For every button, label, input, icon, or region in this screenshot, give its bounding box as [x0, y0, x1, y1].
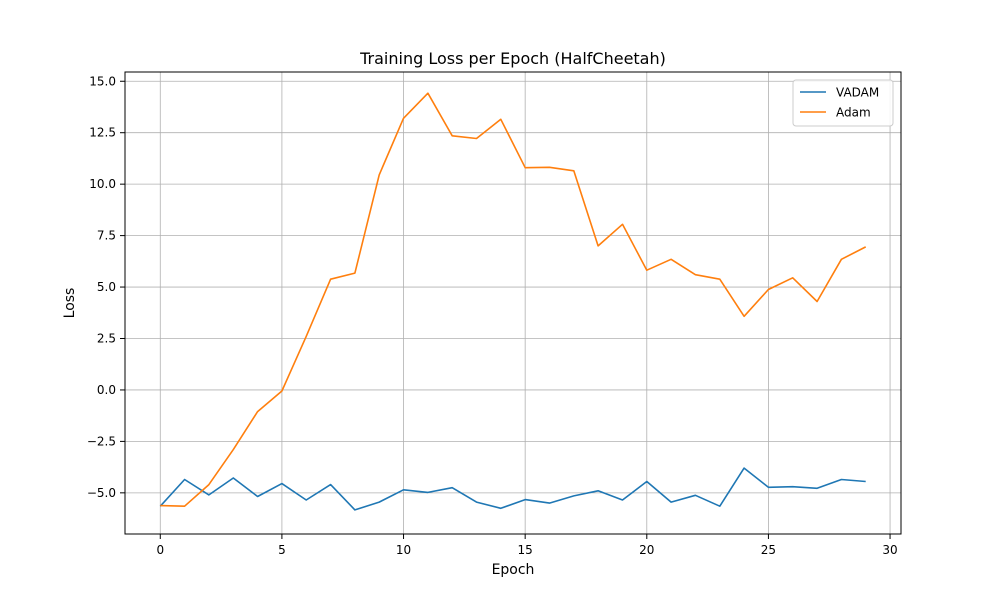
- y-tick-label: 12.5: [89, 126, 116, 140]
- axis-ticks: 0 5 10 15 20 25 30 −5.0 −2.5 0.0 2.5 5.0 7.5 10.0 12.5…: [87, 74, 898, 557]
- y-axis-label: Loss: [62, 288, 78, 319]
- y-tick-label: 0.0: [97, 383, 116, 397]
- y-tick-label: −2.5: [87, 434, 116, 448]
- legend-label: VADAM: [836, 86, 879, 100]
- legend-label: Adam: [836, 106, 871, 120]
- grid: [125, 72, 901, 534]
- y-tick-label: 10.0: [89, 177, 116, 191]
- y-tick-label: 5.0: [97, 280, 116, 294]
- legend: VADAM Adam: [792, 79, 894, 127]
- x-tick-label: 5: [278, 543, 286, 557]
- y-tick-label: 2.5: [97, 331, 116, 345]
- x-tick-label: 25: [761, 543, 776, 557]
- x-tick-label: 20: [639, 543, 654, 557]
- series-line-adam: [160, 92, 867, 508]
- y-tick-label: −5.0: [87, 486, 116, 500]
- x-tick-label: 30: [882, 543, 897, 557]
- x-axis-label: Epoch: [492, 562, 535, 578]
- x-tick-label: 0: [156, 543, 164, 557]
- chart-title: Training Loss per Epoch (HalfCheetah): [359, 49, 666, 68]
- y-tick-label: 15.0: [89, 74, 116, 88]
- x-tick-label: 15: [518, 543, 533, 557]
- plot-frame: [124, 71, 902, 535]
- series-lines: [159, 92, 867, 511]
- x-tick-label: 10: [396, 543, 411, 557]
- series-line-vadam: [159, 467, 866, 511]
- y-tick-label: 7.5: [97, 229, 116, 243]
